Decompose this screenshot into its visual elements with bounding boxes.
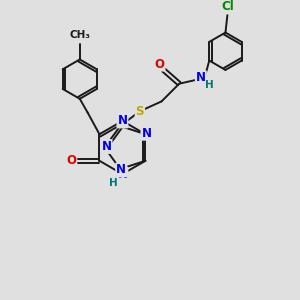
Text: N: N [116, 164, 126, 176]
Text: O: O [154, 58, 164, 70]
Text: Cl: Cl [221, 1, 234, 13]
Text: CH₃: CH₃ [69, 30, 90, 40]
Text: N: N [101, 140, 112, 153]
Text: H: H [205, 80, 214, 90]
Text: N: N [196, 71, 206, 84]
Text: O: O [66, 154, 76, 167]
Text: H: H [109, 178, 118, 188]
Text: N: N [118, 168, 128, 181]
Text: S: S [136, 105, 144, 118]
Text: N: N [141, 127, 152, 140]
Text: N: N [118, 114, 128, 128]
